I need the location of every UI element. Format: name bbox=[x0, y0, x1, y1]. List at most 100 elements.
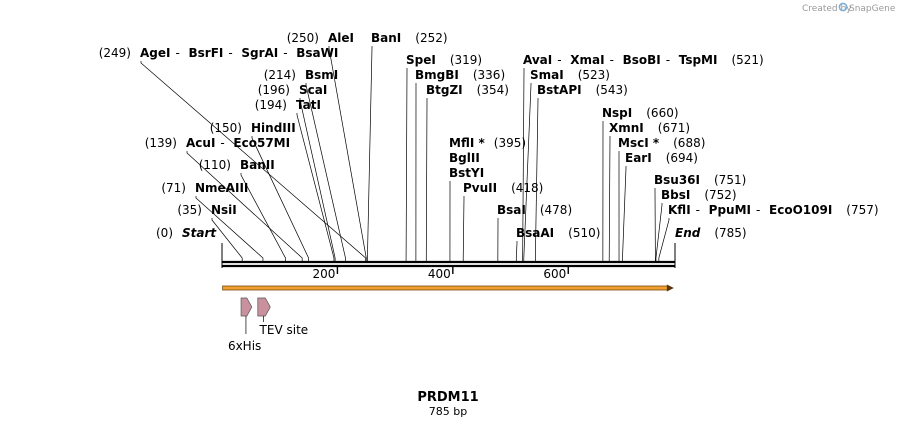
enzyme-name: NsiI bbox=[211, 203, 237, 217]
site-bmgbi[interactable]: BmgBI (336) bbox=[415, 68, 505, 82]
enzyme-separator: - bbox=[228, 46, 232, 60]
site-position: (694) bbox=[666, 151, 698, 165]
site-leader-bani bbox=[367, 46, 373, 262]
site-leader-bbsi bbox=[655, 203, 663, 262]
site-bsai[interactable]: BsaI (478) bbox=[497, 203, 572, 217]
snapgene-credit: Created by SnapGene bbox=[802, 2, 896, 14]
site-leader-smai bbox=[523, 83, 532, 262]
site-pvuii[interactable]: PvuII (418) bbox=[463, 181, 543, 195]
enzyme-name: BsaAI bbox=[516, 226, 554, 240]
enzyme-name: Start bbox=[182, 226, 217, 240]
enzyme-name: BanII bbox=[240, 158, 275, 172]
site-bsaai[interactable]: BsaAI (510) bbox=[516, 226, 600, 240]
site-avai[interactable]: AvaI - XmaI - BsoBI - TspMI (521) bbox=[523, 53, 764, 67]
site-end[interactable]: End (785) bbox=[675, 226, 747, 240]
site-bani[interactable]: BanI (252) bbox=[371, 31, 448, 45]
site-position: (785) bbox=[714, 226, 746, 240]
site-smai[interactable]: SmaI (523) bbox=[530, 68, 610, 82]
site-position: (0) bbox=[156, 226, 173, 240]
site-leader-bsmi bbox=[305, 83, 346, 262]
enzyme-name: XmaI bbox=[570, 53, 604, 67]
enzyme-name: BsaI bbox=[497, 203, 526, 217]
site-leader-agei bbox=[140, 61, 367, 262]
enzyme-name: BsrFI bbox=[188, 46, 223, 60]
site-position: (319) bbox=[450, 53, 482, 67]
enzyme-name: BstAPI bbox=[537, 83, 582, 97]
sequence-length: 785 bp bbox=[429, 405, 467, 418]
enzyme-name: SgrAI bbox=[241, 46, 278, 60]
site-position: (521) bbox=[731, 53, 763, 67]
enzyme-name: BsoBI bbox=[623, 53, 661, 67]
enzyme-name: KflI bbox=[668, 203, 691, 217]
tev-feature-arrow bbox=[257, 297, 271, 317]
site-leader-spei bbox=[405, 68, 408, 262]
ruler-tick-label: 600 bbox=[543, 267, 566, 281]
site-leader-nsii bbox=[211, 218, 243, 262]
enzyme-name: Bsu36I bbox=[654, 173, 700, 187]
site-scai[interactable]: (196) ScaI bbox=[258, 83, 328, 97]
feature-label-6xhis: 6xHis bbox=[228, 339, 261, 353]
site-leader-eari bbox=[622, 166, 627, 262]
site-leader-bstapi bbox=[534, 98, 539, 262]
site-leader-hindiii bbox=[251, 136, 309, 262]
site-kfli[interactable]: KflI - PpuMI - EcoO109I (757) bbox=[668, 203, 879, 217]
site-position: (196) bbox=[258, 83, 290, 97]
enzyme-separator: - bbox=[696, 203, 700, 217]
site-bsu36i[interactable]: Bsu36I (751) bbox=[654, 173, 746, 187]
site-banii[interactable]: (110) BanII bbox=[199, 158, 275, 172]
site-nmeaiii[interactable]: (71) NmeAIII bbox=[161, 181, 248, 195]
site-position: (249) bbox=[99, 46, 131, 60]
site-leader-bsaai bbox=[515, 241, 518, 262]
enzyme-separator: - bbox=[283, 46, 287, 60]
site-bstapi[interactable]: BstAPI (543) bbox=[537, 83, 628, 97]
enzyme-name: HindIII bbox=[251, 121, 296, 135]
enzyme-name: NspI bbox=[602, 106, 632, 120]
site-acui[interactable]: (139) AcuI - Eco57MI bbox=[145, 136, 290, 150]
enzyme-name: XmnI bbox=[609, 121, 644, 135]
enzyme-name: BstYI bbox=[449, 166, 484, 180]
site-position: (751) bbox=[714, 173, 746, 187]
sequence-name: PRDM11 bbox=[417, 390, 478, 405]
enzyme-separator: - bbox=[610, 53, 614, 67]
site-start[interactable]: (0) Start bbox=[156, 226, 217, 240]
site-bsmi[interactable]: (214) BsmI bbox=[264, 68, 339, 82]
site-leader-pvuii bbox=[462, 196, 465, 262]
site-position: (252) bbox=[415, 31, 447, 45]
site-tati[interactable]: (194) TatI bbox=[255, 98, 321, 112]
enzyme-name: AleI bbox=[328, 31, 354, 45]
site-position: (250) bbox=[287, 31, 319, 45]
site-bbsi[interactable]: BbsI (752) bbox=[661, 188, 737, 202]
site-btgzi[interactable]: BtgZI (354) bbox=[426, 83, 509, 97]
site-position: (214) bbox=[264, 68, 296, 82]
site-xmni[interactable]: XmnI (671) bbox=[609, 121, 690, 135]
site-position: (395) bbox=[494, 136, 526, 150]
site-leader-acui bbox=[186, 151, 303, 262]
site-leader-xmni bbox=[608, 136, 611, 262]
enzyme-name: BmgBI bbox=[415, 68, 459, 82]
enzyme-name: TatI bbox=[296, 98, 321, 112]
site-leader-alei bbox=[328, 46, 367, 262]
feature-label-tev: TEV site bbox=[259, 323, 309, 337]
site-spei[interactable]: SpeI (319) bbox=[406, 53, 482, 67]
site-position: (139) bbox=[145, 136, 177, 150]
site-alei[interactable]: (250) AleI bbox=[287, 31, 354, 45]
enzyme-separator: - bbox=[220, 136, 224, 150]
enzyme-name: EcoO109I bbox=[769, 203, 832, 217]
enzyme-name: BtgZI bbox=[426, 83, 463, 97]
site-leader-banii bbox=[240, 173, 286, 262]
site-position: (660) bbox=[646, 106, 678, 120]
ruler-tick-label: 400 bbox=[428, 267, 451, 281]
site-leader-nmeaiii bbox=[195, 196, 264, 262]
site-position: (671) bbox=[658, 121, 690, 135]
site-nspi[interactable]: NspI (660) bbox=[602, 106, 679, 120]
enzyme-name: EarI bbox=[625, 151, 652, 165]
site-agei[interactable]: (249) AgeI - BsrFI - SgrAI - BsaWI bbox=[99, 46, 339, 60]
site-eari[interactable]: EarI (694) bbox=[625, 151, 698, 165]
site-leader-avai bbox=[522, 68, 525, 262]
site-nsii[interactable]: (35) NsiI bbox=[177, 203, 236, 217]
site-hindiii[interactable]: (150) HindIII bbox=[210, 121, 296, 135]
site-msci[interactable]: MscI * (688) bbox=[618, 136, 705, 150]
site-position: (35) bbox=[177, 203, 202, 217]
enzyme-name: BbsI bbox=[661, 188, 690, 202]
